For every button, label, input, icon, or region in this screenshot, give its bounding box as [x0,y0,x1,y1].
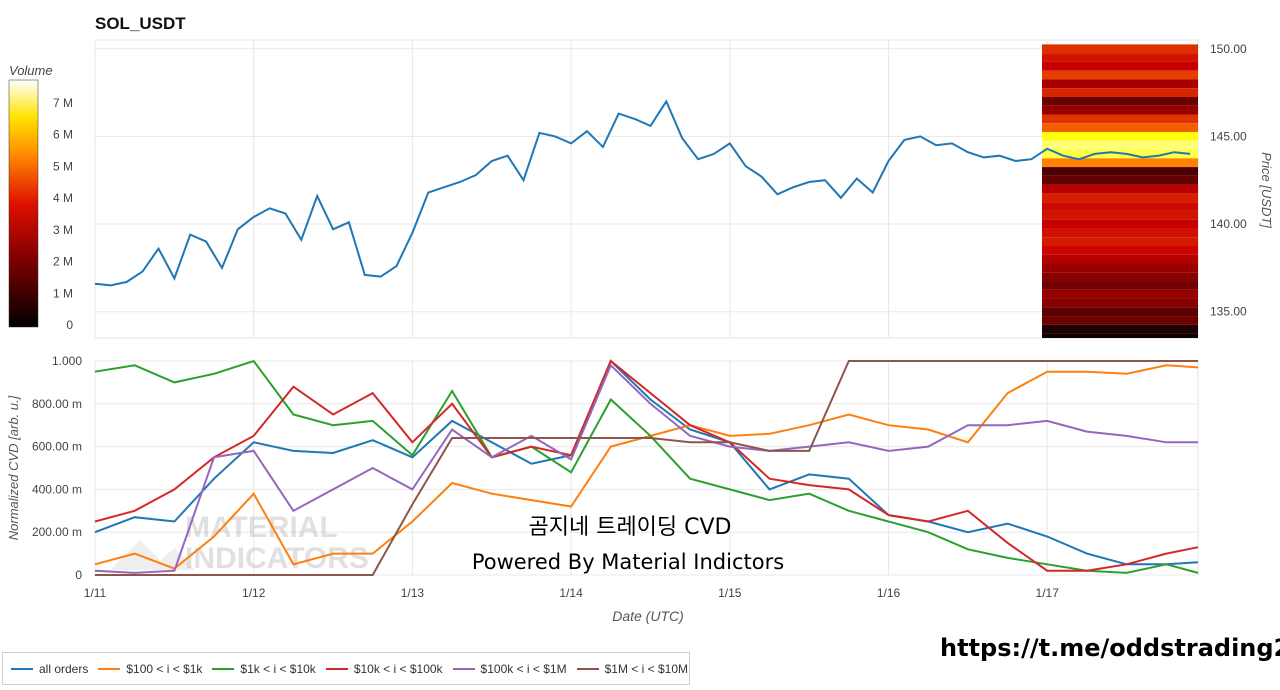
volume-heatmap-cell [1042,132,1198,141]
legend-item-100k-1m[interactable]: $100k < i < $1M [452,661,567,676]
volume-heatmap-cell [1042,237,1198,246]
volume-heatmap-cell [1042,298,1198,308]
volume-heatmap-cell [1042,210,1198,220]
colorbar-tick-label: 3 M [53,223,73,237]
legend: all orders $100 < i < $1k $1k < i < $10k… [2,652,690,685]
cvd-line-all_orders [94,359,1199,566]
price-tick-label: 150.00 [1210,42,1247,56]
volume-heatmap-cell [1042,158,1198,168]
colorbar-label: Volume [9,63,53,78]
volume-heatmap-cell [1042,281,1198,290]
top-plot-frame [94,39,1199,339]
colorbar-tick-label: 1 M [53,286,73,300]
overlay-subtitle: Powered By Material Indictors [472,550,784,574]
colorbar-tick-label: 4 M [53,191,73,205]
colorbar [8,79,39,328]
volume-heatmap-cell [1042,53,1198,62]
volume-heatmap-cell [1042,202,1198,211]
volume-heatmap-cell [1042,263,1198,273]
legend-item-all-orders[interactable]: all orders [11,662,88,676]
volume-heatmap-cell [1042,79,1198,89]
cvd-line-s100k_1m [94,363,1198,574]
x-tick-label: 1/12 [242,586,266,600]
watermark-logo-icon [110,540,195,570]
volume-heatmap-cell [1042,105,1198,115]
legend-label: $100k < i < $1M [480,661,567,676]
cvd-tick-label: 200.00 m [32,525,82,539]
price-tick-label: 140.00 [1210,217,1247,231]
volume-heatmap-cell [1042,333,1198,338]
volume-heatmap-cell [1042,88,1198,97]
cvd-tick-label: 0 [75,568,82,582]
volume-heatmap-cell [1042,193,1198,203]
cvd-tick-label: 600.00 m [32,440,82,454]
legend-swatch-100k-1m [452,667,475,670]
volume-heatmap-cell [1042,254,1198,264]
colorbar-tick-label: 0 [66,318,73,332]
legend-label: all orders [39,661,89,676]
cvd-line-s1k_10k [94,359,1199,574]
price-tick-label: 145.00 [1210,129,1247,143]
legend-item-10k-100k[interactable]: $10k < i < $100k [325,661,443,676]
legend-swatch-all-orders [11,667,33,670]
legend-label: $1k < i < $10k [240,661,316,676]
watermark-logo-text: MATERIAL [185,511,338,544]
volume-heatmap-cell [1042,219,1198,229]
volume-heatmap-cell [1042,140,1198,150]
cvd-line-s1m_10m [95,360,1198,576]
volume-heatmap-cell [1042,175,1198,185]
legend-item-1k-10k[interactable]: $1k < i < $10k [212,661,316,676]
x-tick-label: 1/14 [559,586,583,600]
volume-heatmap-cell [1042,289,1198,299]
legend-item-100-1k[interactable]: $100 < i < $1k [98,662,202,676]
volume-heatmap-cell [1042,114,1198,124]
x-tick-label: 1/16 [877,586,901,600]
volume-heatmap-cell [1042,123,1198,133]
cvd-axis-label: Normalized CVD [arb. u.] [6,395,21,540]
volume-heatmap-cell [1042,184,1198,194]
legend-label: $100 < i < $1k [126,661,203,676]
x-tick-label: 1/15 [718,586,742,600]
cvd-tick-label: 800.00 m [32,397,82,411]
cvd-line-s10k_100k [94,359,1199,572]
price-tick-label: 135.00 [1210,305,1247,319]
x-tick-label: 1/17 [1036,586,1060,600]
volume-heatmap-cell [1042,228,1198,238]
colorbar-tick-label: 5 M [53,159,73,173]
x-tick-label: 1/11 [84,586,107,600]
x-tick-label: 1/13 [401,586,425,600]
overlay-title: 곰지네 트레이딩 CVD [528,515,731,540]
volume-heatmap-cell [1042,61,1198,71]
watermark-logo-text: INDICATORS [185,542,369,575]
volume-heatmap-cell [1042,316,1198,325]
volume-heatmap-cell [1042,96,1198,106]
legend-swatch-1k-10k [212,667,235,670]
telegram-link[interactable]: https://t.me/oddstrading2 [940,634,1280,662]
cvd-tick-label: 400.00 m [32,482,82,496]
legend-label: $10k < i < $100k [353,661,443,676]
legend-swatch-10k-100k [325,667,348,670]
legend-item-1m-10m[interactable]: $1M < i < $10M [576,661,688,676]
volume-heatmap-cell [1042,167,1198,176]
x-axis-label: Date (UTC) [612,608,684,624]
price-line [94,99,1191,287]
volume-heatmap-cell [1042,307,1198,317]
legend-label: $1M < i < $10M [604,661,688,676]
legend-swatch-1m-10m [576,667,599,670]
chart-title: SOL_USDT [95,14,186,33]
colorbar-tick-label: 6 M [53,128,73,142]
volume-heatmap-cell [1042,44,1198,54]
price-axis-label: Price [USDT] [1259,152,1274,228]
cvd-tick-label: 1.000 [52,354,82,368]
colorbar-tick-label: 7 M [53,96,73,110]
volume-heatmap-cell [1042,245,1198,255]
legend-swatch-100-1k [98,667,121,670]
volume-heatmap-cell [1042,70,1198,80]
volume-heatmap-cell [1042,272,1198,282]
volume-heatmap-cell [1042,324,1198,334]
colorbar-tick-label: 2 M [53,255,73,269]
